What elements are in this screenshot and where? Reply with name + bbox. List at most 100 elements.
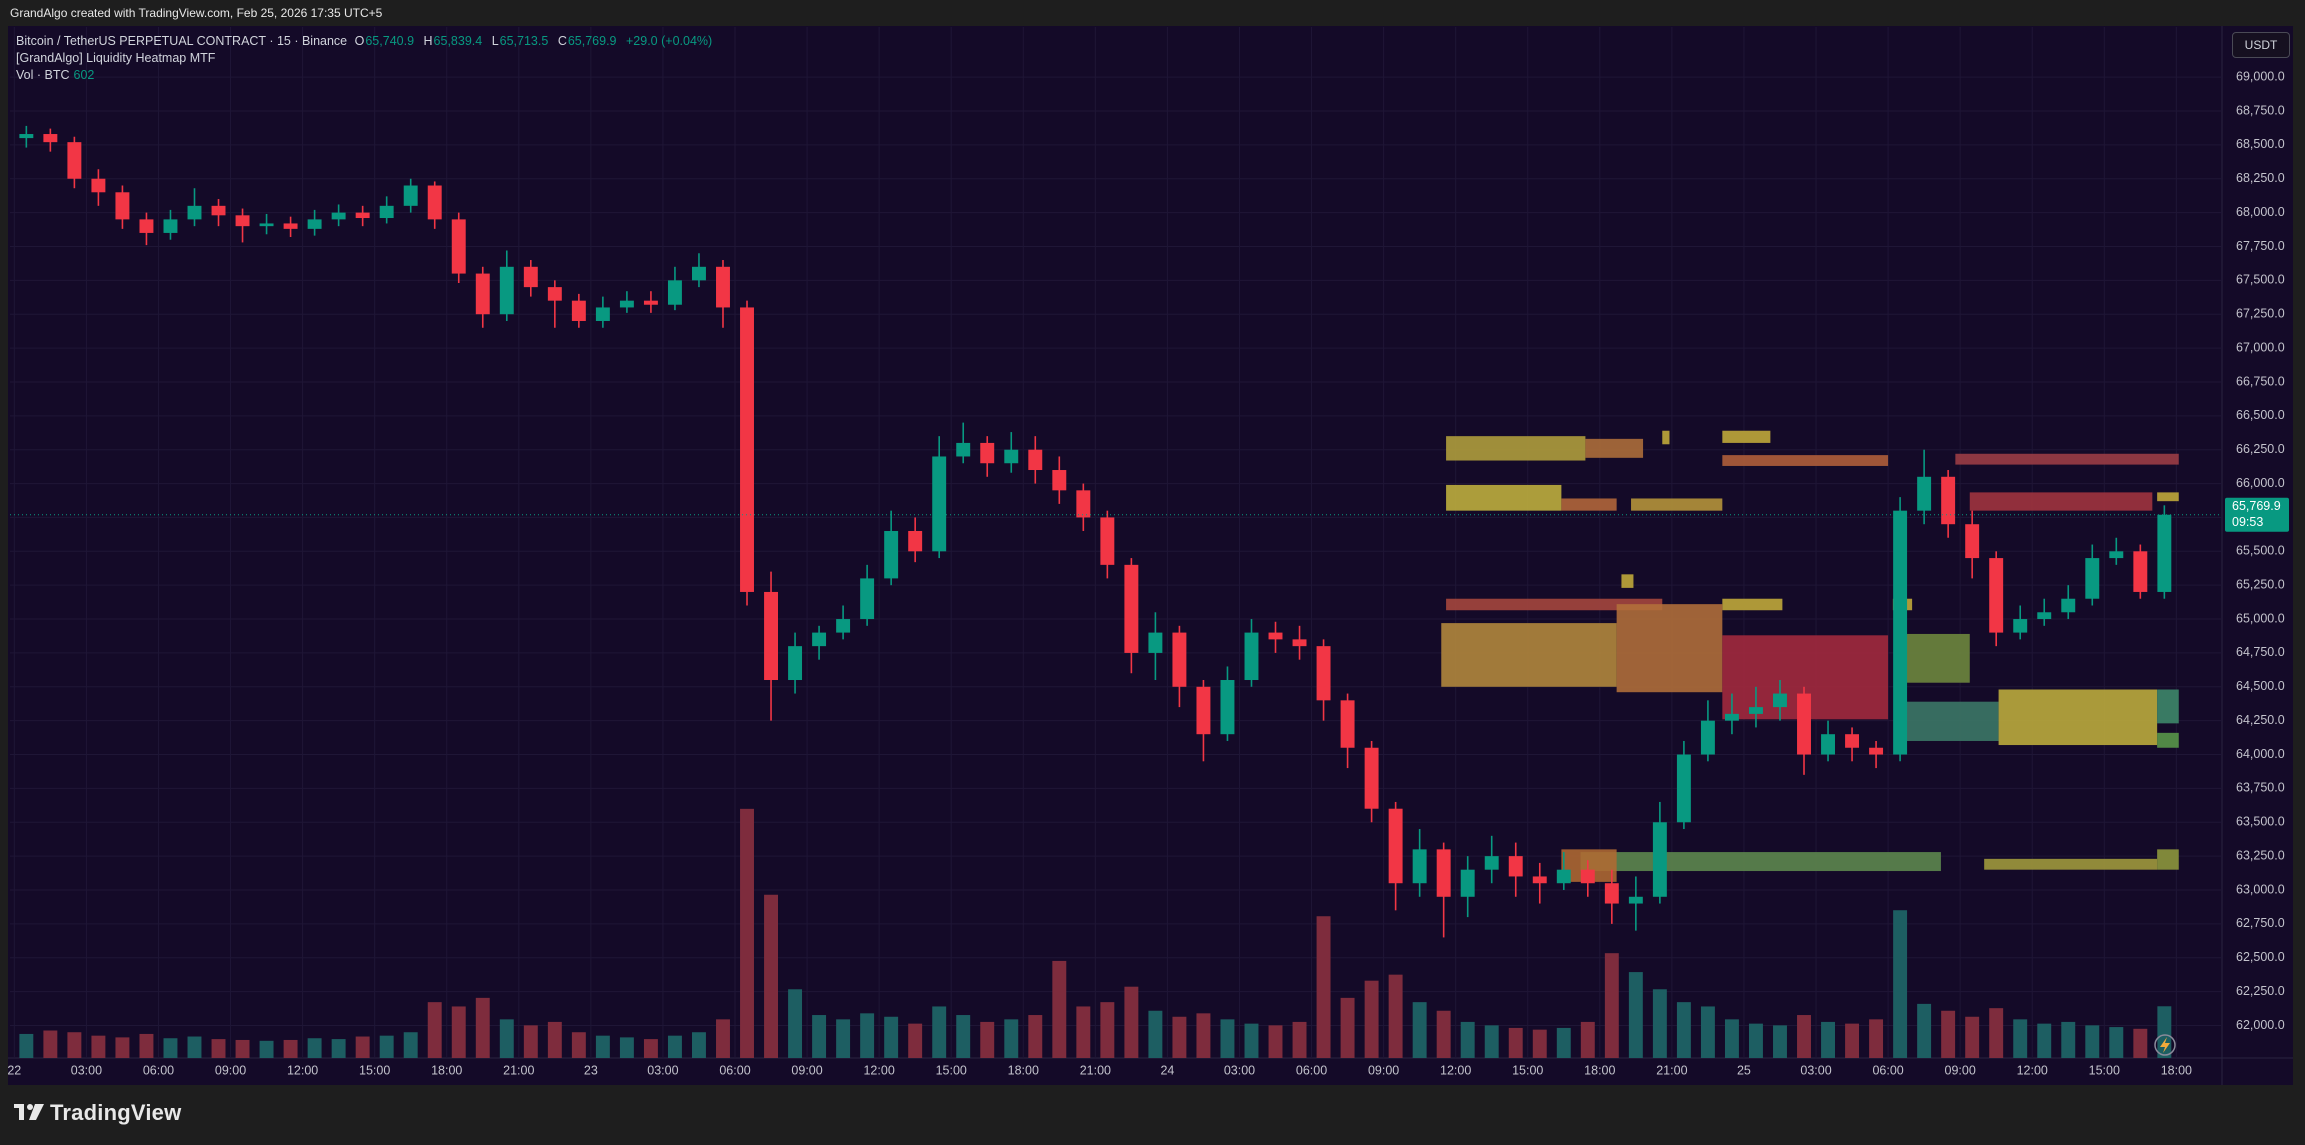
x-tick-label: 12:00 [2017, 1063, 2048, 1077]
volume-bar [1052, 960, 1067, 1058]
x-tick-label: 03:00 [1800, 1063, 1831, 1077]
candle-body [1989, 558, 2004, 633]
y-tick-label: 62,750.0 [2236, 916, 2285, 930]
x-tick-label: 09:00 [791, 1063, 822, 1077]
volume-bar [1220, 1019, 1235, 1058]
candle-body [1028, 449, 1043, 471]
x-tick-label: 18:00 [431, 1063, 462, 1077]
volume-bar [2109, 1027, 2124, 1058]
volume-bar [643, 1039, 658, 1058]
volume-bar [1004, 1019, 1019, 1058]
volume-bar [956, 1015, 971, 1058]
alert-icon[interactable] [2154, 1034, 2176, 1056]
legend-volume-row[interactable]: Vol · BTC 602 [16, 67, 718, 84]
indicator-name[interactable]: [GrandAlgo] Liquidity Heatmap MTF [16, 51, 216, 65]
candle-body [1148, 632, 1163, 653]
volume-bar [1148, 1010, 1163, 1058]
candle-body [1268, 632, 1283, 640]
volume-bar [1676, 1002, 1691, 1058]
volume-bar [43, 1030, 58, 1058]
volume-bar [547, 1021, 562, 1058]
candle-body [1580, 869, 1595, 884]
y-tick-label: 62,250.0 [2236, 984, 2285, 998]
liquidity-zone [1441, 623, 1617, 687]
x-tick-label: 12:00 [1440, 1063, 1471, 1077]
volume-bar [1316, 916, 1331, 1058]
x-tick-label: 09:00 [215, 1063, 246, 1077]
candle-body [1941, 476, 1956, 525]
candle-body [235, 215, 250, 227]
last-price-label: 65,769.9 [2232, 499, 2281, 513]
volume-bar [884, 1016, 899, 1058]
x-tick-label: 22 [7, 1063, 21, 1077]
last-price-box [2225, 497, 2289, 532]
volume-bar [403, 1032, 418, 1058]
x-tick-label: 06:00 [719, 1063, 750, 1077]
legend-indicator-row[interactable]: [GrandAlgo] Liquidity Heatmap MTF [16, 50, 718, 67]
x-tick-label: 12:00 [287, 1063, 318, 1077]
currency-button[interactable]: USDT [2232, 32, 2290, 58]
legend: Bitcoin / TetherUS PERPETUAL CONTRACT · … [16, 33, 718, 84]
candle-body [1748, 707, 1763, 714]
candle-body [1316, 646, 1331, 701]
candle-body [1797, 693, 1811, 755]
volume-bar [211, 1039, 226, 1058]
volume-bar [1580, 1021, 1595, 1058]
liquidity-zone [1722, 455, 1889, 466]
ohlc-value: 65,839.4 [433, 34, 483, 48]
brand-logo [14, 1104, 44, 1120]
candle-body [259, 223, 274, 227]
candle-body [1700, 720, 1715, 755]
volume-bar [307, 1038, 322, 1058]
y-tick-label: 66,500.0 [2236, 408, 2285, 422]
liquidity-zone [1722, 430, 1771, 443]
volume-bar [1244, 1023, 1259, 1058]
x-tick-label: 18:00 [1008, 1063, 1039, 1077]
volume-bar [91, 1035, 106, 1058]
volume-name[interactable]: Vol · BTC [16, 68, 70, 82]
liquidity-zone [2157, 849, 2179, 870]
candle-body [1172, 632, 1187, 687]
candle-body [1724, 713, 1739, 721]
volume-bar [1700, 1006, 1715, 1058]
candle-body [836, 619, 851, 633]
ohlc-value: 65,769.9 [567, 34, 617, 48]
x-tick-label: 03:00 [1224, 1063, 1255, 1077]
candle-body [19, 134, 34, 139]
y-tick-label: 63,500.0 [2236, 815, 2285, 829]
candle-body [2109, 551, 2124, 559]
x-tick-label: 18:00 [2161, 1063, 2192, 1077]
volume-bar [1652, 989, 1667, 1058]
liquidity-zone [1722, 598, 1783, 611]
x-tick-label: 06:00 [1872, 1063, 1903, 1077]
volume-bar [740, 808, 754, 1058]
candle-body [2037, 612, 2052, 620]
x-tick-label: 15:00 [2089, 1063, 2120, 1077]
y-tick-label: 65,250.0 [2236, 577, 2285, 591]
liquidity-zone [2157, 492, 2179, 502]
symbol: Bitcoin / TetherUS PERPETUAL CONTRACT · … [16, 34, 348, 48]
volume-bar [1556, 1027, 1571, 1058]
volume-bar [2037, 1023, 2052, 1058]
liquidity-zone [1446, 484, 1562, 511]
ohlc-value: 65,740.9 [365, 34, 415, 48]
candle-body [1821, 734, 1835, 755]
volume-bar [1869, 1019, 1884, 1058]
x-tick-label: 21:00 [1080, 1063, 1111, 1077]
candle-body [908, 530, 923, 552]
candle-body [1340, 700, 1355, 748]
liquidity-zone [1662, 430, 1670, 445]
candle-body [1917, 476, 1932, 511]
legend-symbol-row: Bitcoin / TetherUS PERPETUAL CONTRACT · … [16, 33, 718, 50]
candle-body [1220, 680, 1235, 735]
axis-layer: 62,000.0 62,250.0 62,500.0 62,750.0 63,000.0… [7, 69, 2289, 1077]
overlay-icons [14, 1034, 2176, 1120]
y-tick-label: 63,000.0 [2236, 882, 2285, 896]
ohlc-value: 65,713.5 [499, 34, 549, 48]
volume-bar [716, 1019, 730, 1058]
y-tick-label: 67,750.0 [2236, 239, 2285, 253]
y-tick-label: 68,750.0 [2236, 103, 2285, 117]
x-tick-label: 23 [584, 1063, 598, 1077]
volume-bar [2061, 1021, 2076, 1058]
candle-body [427, 185, 442, 220]
